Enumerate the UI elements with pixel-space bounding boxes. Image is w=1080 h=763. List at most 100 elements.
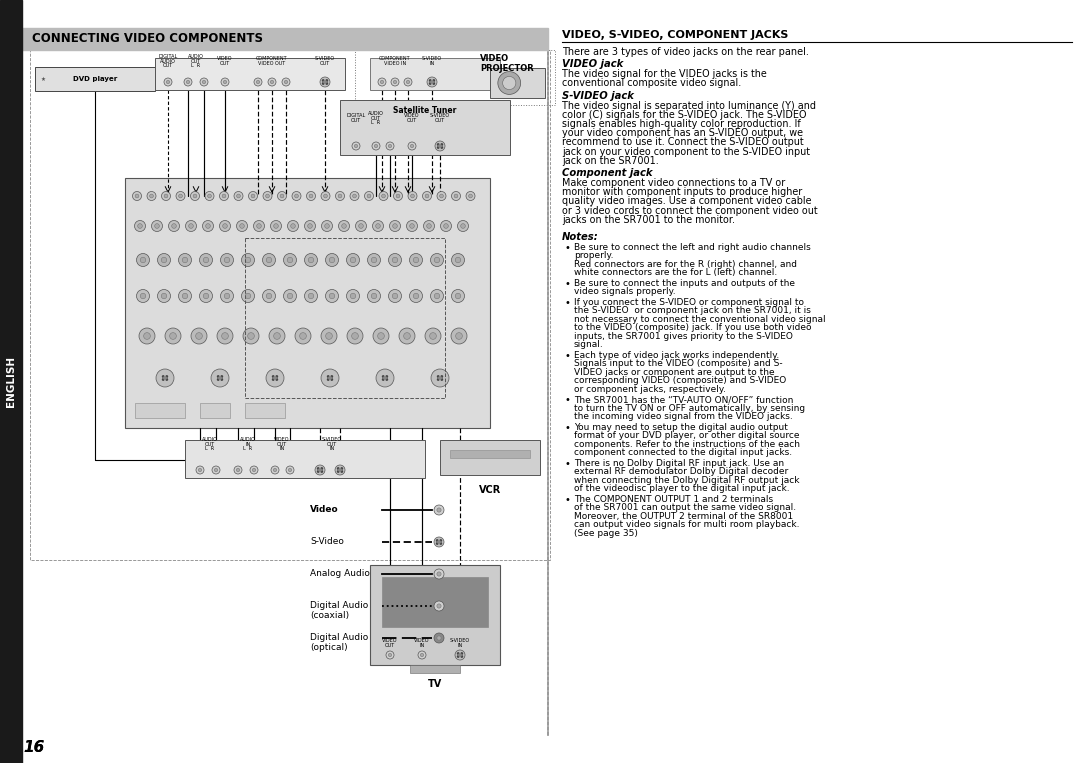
Circle shape (434, 633, 444, 643)
Text: •: • (564, 243, 570, 253)
Circle shape (267, 293, 272, 299)
Circle shape (409, 224, 415, 228)
Circle shape (140, 257, 146, 262)
Text: You may need to setup the digital audio output: You may need to setup the digital audio … (573, 423, 788, 432)
Circle shape (286, 466, 294, 474)
Circle shape (338, 221, 350, 231)
Circle shape (436, 542, 437, 544)
Text: AUDIO: AUDIO (202, 437, 218, 443)
Circle shape (221, 333, 228, 340)
Circle shape (266, 369, 284, 387)
Text: or 3 video cords to connect the component video out: or 3 video cords to connect the componen… (562, 205, 818, 216)
Bar (0, 0, 22, 763)
Circle shape (161, 257, 166, 262)
Circle shape (376, 224, 380, 228)
Circle shape (154, 224, 160, 228)
Circle shape (287, 293, 293, 299)
Circle shape (359, 224, 363, 228)
Bar (200, 403, 230, 418)
Circle shape (287, 221, 298, 231)
Circle shape (158, 253, 171, 266)
Circle shape (321, 369, 339, 387)
Circle shape (172, 224, 176, 228)
Circle shape (433, 80, 434, 81)
Circle shape (164, 194, 167, 198)
Bar (340, 100, 510, 155)
Circle shape (305, 221, 315, 231)
Text: Make component video connections to a TV or: Make component video connections to a TV… (562, 178, 785, 188)
Circle shape (166, 378, 167, 380)
Circle shape (161, 293, 166, 299)
Circle shape (437, 143, 438, 145)
Circle shape (335, 465, 345, 475)
Circle shape (390, 221, 401, 231)
Circle shape (305, 289, 318, 302)
Circle shape (164, 78, 172, 86)
Circle shape (291, 224, 295, 228)
Circle shape (199, 468, 202, 472)
Text: If you connect the S-VIDEO or component signal to: If you connect the S-VIDEO or component … (573, 298, 804, 307)
Circle shape (273, 333, 281, 340)
Circle shape (387, 378, 388, 380)
Text: AUDIO: AUDIO (240, 437, 256, 443)
Text: L  R: L R (205, 446, 215, 451)
Circle shape (433, 83, 434, 84)
Text: corresponding VIDEO (composite) and S-VIDEO: corresponding VIDEO (composite) and S-VI… (573, 376, 786, 385)
Bar (450, 450, 530, 458)
Text: white connectors are the for L (left) channel.: white connectors are the for L (left) ch… (573, 269, 778, 278)
Text: jack on the SR7001.: jack on the SR7001. (562, 156, 659, 166)
Circle shape (451, 253, 464, 266)
Circle shape (299, 333, 307, 340)
Circle shape (321, 328, 337, 344)
Circle shape (338, 194, 342, 198)
Text: the S-VIDEO  or component jack on the SR7001, it is: the S-VIDEO or component jack on the SR7… (573, 307, 811, 315)
Circle shape (436, 539, 437, 541)
Text: S-VIDEO: S-VIDEO (422, 56, 442, 62)
Circle shape (136, 253, 149, 266)
Circle shape (408, 192, 417, 201)
Text: The video signal for the VIDEO jacks is the: The video signal for the VIDEO jacks is … (562, 69, 767, 79)
Circle shape (144, 333, 150, 340)
Circle shape (225, 293, 230, 299)
Text: Video: Video (310, 505, 339, 514)
Text: AUDIO: AUDIO (188, 54, 204, 60)
Circle shape (336, 192, 345, 201)
Circle shape (458, 221, 469, 231)
Circle shape (271, 466, 279, 474)
Circle shape (191, 328, 207, 344)
Bar (382, 577, 488, 627)
Circle shape (332, 376, 333, 377)
Circle shape (392, 257, 397, 262)
Circle shape (326, 80, 327, 81)
Circle shape (339, 468, 341, 472)
Circle shape (393, 192, 403, 201)
Circle shape (367, 253, 380, 266)
Circle shape (178, 253, 191, 266)
Text: L  R: L R (191, 63, 201, 68)
Circle shape (441, 542, 442, 544)
Circle shape (386, 651, 394, 659)
Circle shape (458, 653, 459, 654)
Circle shape (437, 508, 441, 512)
Circle shape (156, 369, 174, 387)
Text: The COMPONENT OUTPUT 1 and 2 terminals: The COMPONENT OUTPUT 1 and 2 terminals (573, 495, 773, 504)
Circle shape (137, 224, 143, 228)
Text: IN: IN (419, 643, 424, 648)
Circle shape (435, 141, 445, 151)
Circle shape (325, 253, 338, 266)
Bar (30, 50, 550, 560)
Circle shape (268, 78, 276, 86)
Text: S-VIDEO: S-VIDEO (322, 437, 342, 443)
Text: 16: 16 (24, 741, 44, 755)
Circle shape (222, 224, 227, 228)
Circle shape (434, 601, 444, 611)
Circle shape (207, 194, 212, 198)
Circle shape (133, 192, 141, 201)
Circle shape (441, 221, 451, 231)
Circle shape (372, 257, 377, 262)
Text: VIDEO: VIDEO (274, 437, 289, 443)
Text: VIDEO: VIDEO (382, 639, 397, 643)
Circle shape (193, 194, 197, 198)
Text: ★: ★ (41, 76, 45, 82)
Text: OUT: OUT (276, 442, 287, 446)
